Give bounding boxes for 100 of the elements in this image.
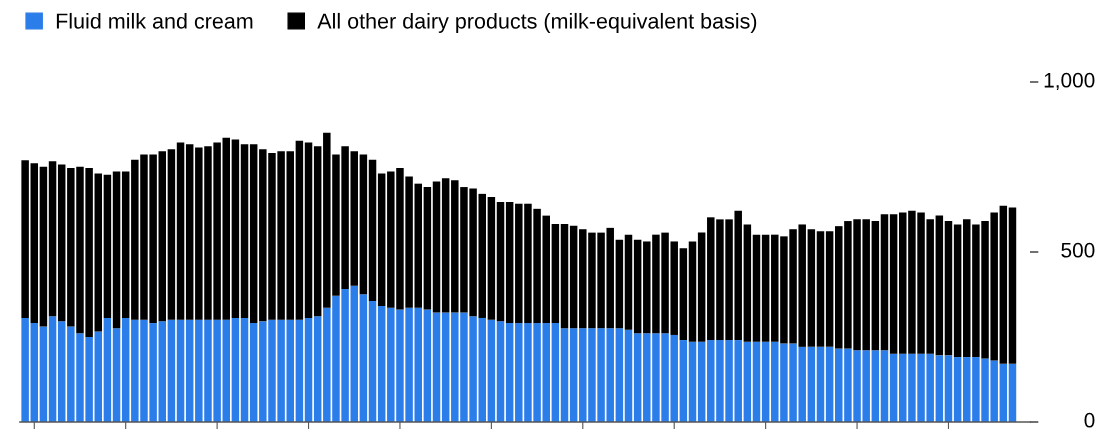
bar — [377, 173, 386, 307]
legend-label: Fluid milk and cream — [56, 12, 253, 29]
y-tick-label: 1,000 — [1044, 72, 1095, 91]
bar — [560, 224, 569, 329]
bar — [167, 319, 176, 422]
bar — [121, 171, 130, 318]
bar — [231, 139, 240, 318]
bar — [94, 173, 103, 332]
bar — [249, 144, 258, 324]
bar — [569, 328, 578, 422]
bar — [222, 137, 230, 320]
bar — [359, 154, 368, 295]
bar — [624, 329, 633, 422]
bar — [615, 328, 624, 422]
bar — [880, 350, 889, 422]
y-tick-label: 500 — [1061, 242, 1095, 258]
bar — [496, 321, 505, 422]
bar — [121, 317, 130, 422]
bar — [222, 319, 230, 422]
bar — [48, 316, 57, 422]
bar — [560, 328, 569, 422]
bar — [944, 355, 953, 422]
bar — [432, 312, 441, 422]
bar — [697, 341, 706, 422]
bar — [30, 323, 39, 422]
bar — [679, 248, 688, 341]
bar — [761, 341, 770, 422]
bar — [880, 214, 889, 351]
bar — [39, 326, 48, 422]
bar — [57, 164, 66, 322]
bar — [1008, 207, 1017, 364]
bar — [167, 149, 176, 320]
bar — [825, 231, 834, 347]
bar — [377, 306, 386, 422]
bar — [185, 144, 194, 320]
bar — [816, 346, 825, 422]
bar — [569, 225, 578, 329]
bar — [112, 328, 121, 422]
bar — [185, 319, 194, 422]
bar — [158, 321, 167, 422]
bar — [39, 166, 48, 327]
bar — [825, 346, 834, 422]
bar — [807, 346, 816, 422]
bar — [551, 323, 560, 422]
bar — [496, 202, 505, 322]
bar — [231, 317, 240, 422]
bar — [304, 317, 313, 422]
bar — [286, 319, 294, 422]
bar — [286, 151, 294, 320]
bar — [103, 174, 112, 318]
bar — [624, 234, 633, 330]
bar — [21, 317, 29, 422]
bar — [807, 229, 816, 347]
bar — [999, 363, 1008, 422]
legend-label: All other dairy products (milk-equivalent basis) — [317, 12, 757, 33]
bar — [697, 232, 706, 342]
bar — [48, 161, 57, 317]
bar — [1008, 363, 1017, 422]
bar — [103, 317, 112, 422]
bar — [21, 160, 29, 318]
bar — [295, 319, 304, 422]
bar — [423, 187, 432, 310]
bar — [240, 144, 249, 318]
bar — [368, 159, 377, 301]
bar — [999, 205, 1008, 364]
bar — [633, 333, 642, 422]
bar — [944, 221, 953, 356]
bar — [551, 224, 560, 324]
bar — [761, 234, 770, 342]
bar — [487, 196, 496, 320]
bar — [57, 321, 66, 422]
bar — [752, 234, 761, 342]
bar — [633, 239, 642, 334]
bar — [505, 323, 514, 422]
bar — [313, 316, 322, 422]
bar — [432, 181, 441, 313]
bar — [871, 221, 880, 351]
bar — [441, 178, 450, 313]
bar — [176, 142, 185, 320]
bar — [953, 224, 962, 358]
bar — [816, 231, 825, 347]
bar — [935, 355, 944, 422]
bar — [30, 163, 39, 324]
bar — [679, 340, 688, 422]
bar — [688, 241, 697, 342]
bar — [953, 357, 962, 422]
bar — [368, 300, 377, 422]
bar — [94, 331, 103, 422]
bar — [304, 142, 313, 318]
bar — [889, 214, 898, 354]
bar — [505, 202, 514, 324]
bar — [423, 309, 432, 422]
bar — [176, 319, 185, 422]
bar — [158, 151, 167, 322]
bar — [688, 341, 697, 422]
bar — [752, 341, 761, 422]
bar — [935, 215, 944, 356]
bar — [441, 312, 450, 422]
bar — [487, 319, 496, 422]
bar — [249, 323, 258, 422]
